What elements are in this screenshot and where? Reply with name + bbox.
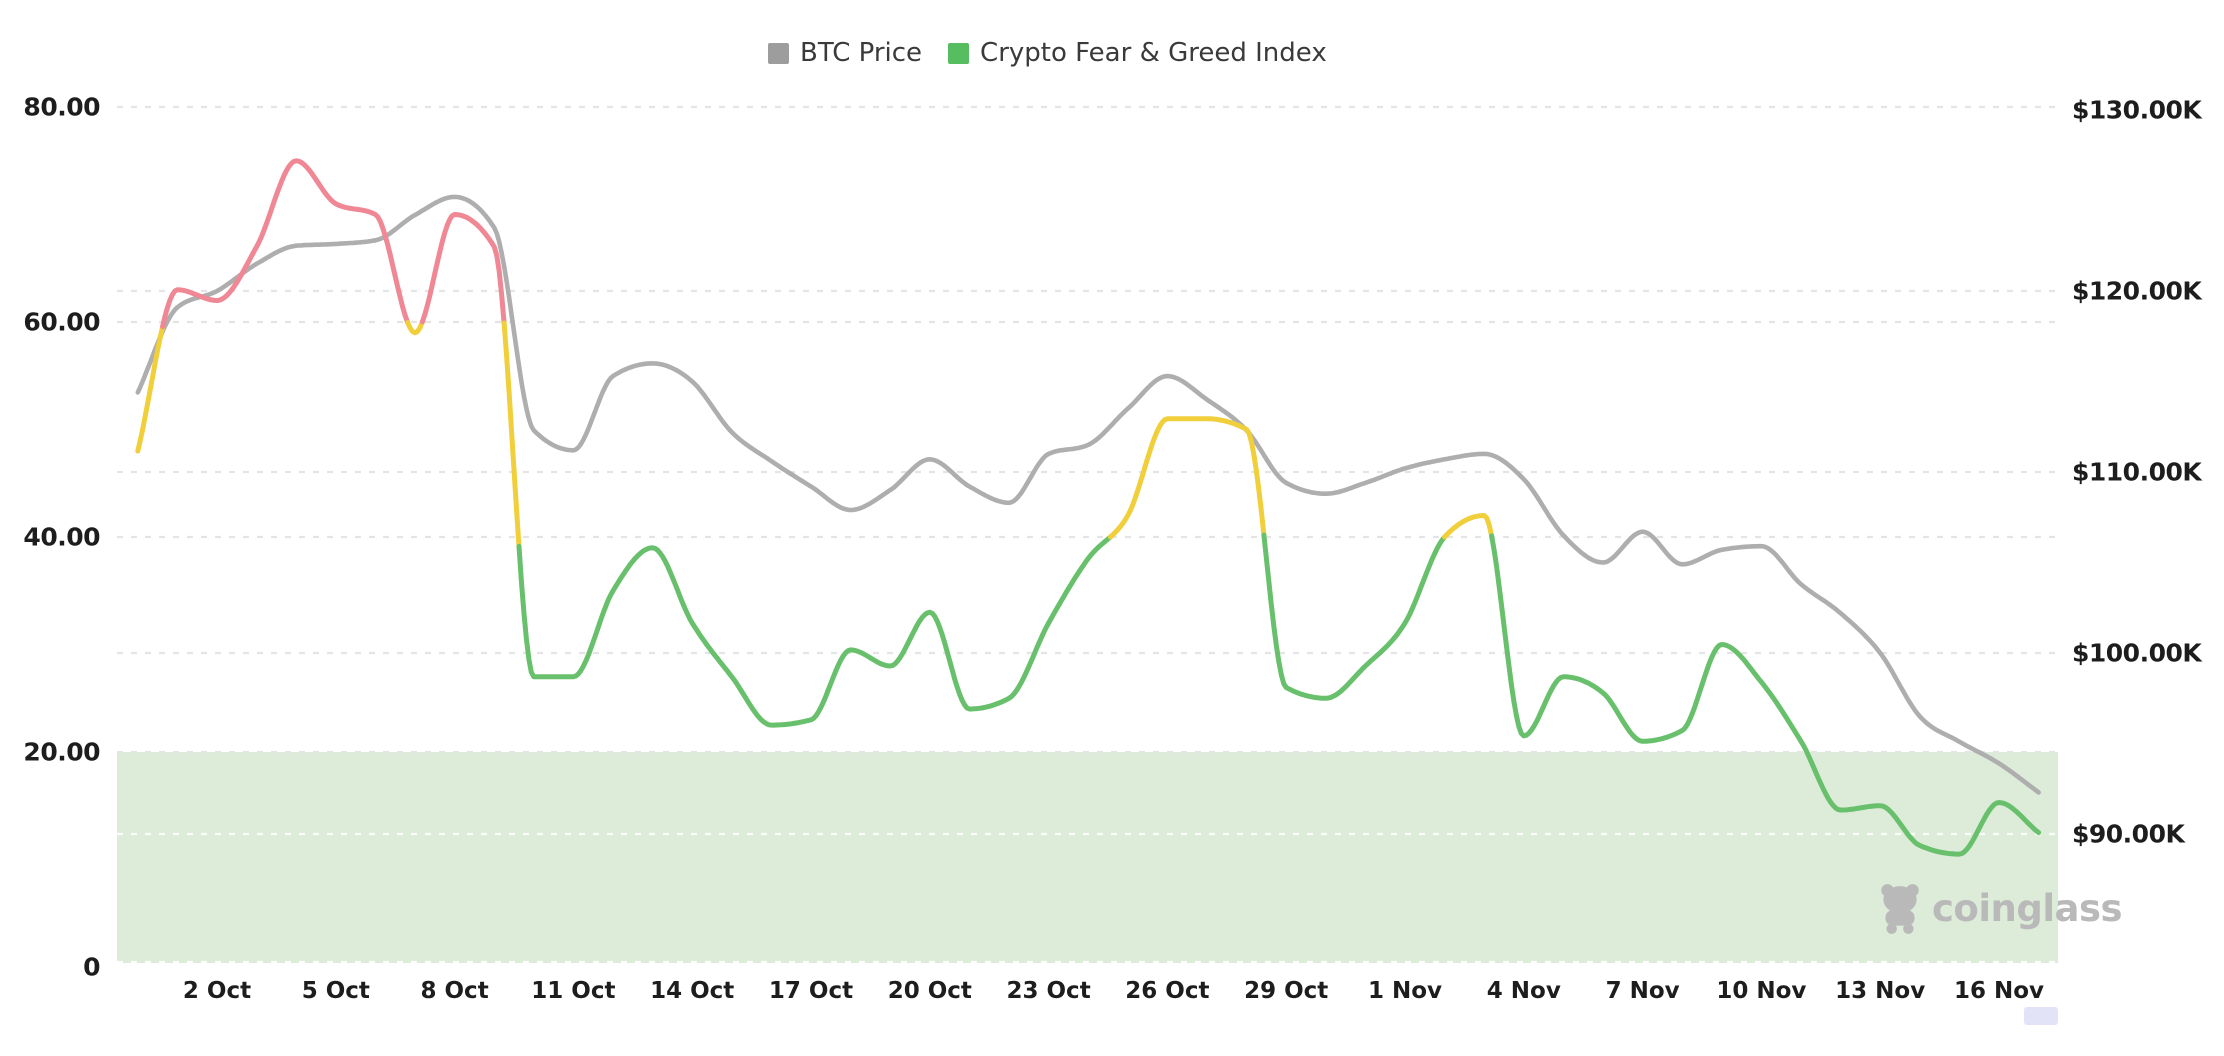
x-axis-tick-label: 1 Nov bbox=[1367, 978, 1443, 1004]
y-axis-left-tick-label: 60.00 bbox=[23, 307, 100, 337]
fear-greed-line-segment bbox=[1489, 533, 2042, 857]
fear-greed-line-segment bbox=[405, 319, 425, 336]
fear-greed-line-segment bbox=[135, 324, 166, 454]
x-axis-tick-label: 26 Oct bbox=[1125, 978, 1210, 1004]
x-axis-tick-label: 16 Nov bbox=[1953, 978, 2045, 1004]
legend: BTC Price Crypto Fear & Greed Index bbox=[768, 38, 1327, 68]
legend-item-btc-price[interactable]: BTC Price bbox=[768, 38, 922, 68]
legend-item-fear-greed[interactable]: Crypto Fear & Greed Index bbox=[948, 38, 1327, 68]
x-axis-tick-label: 5 Oct bbox=[301, 978, 370, 1004]
y-axis-right-tick-label: $120.00K bbox=[2072, 276, 2202, 306]
fear-greed-line-segment bbox=[160, 158, 411, 330]
btc-price-swatch-icon bbox=[768, 42, 789, 64]
x-axis-tick-label: 2 Oct bbox=[182, 978, 252, 1004]
y-axis-right-tick-label: $90.00K bbox=[2072, 819, 2185, 849]
x-axis-tick-label: 4 Nov bbox=[1486, 978, 1561, 1004]
fear-greed-line-segment bbox=[1261, 532, 1448, 701]
y-axis-right-tick-label: $100.00K bbox=[2072, 638, 2202, 668]
x-axis-tick-label: 23 Oct bbox=[1006, 978, 1091, 1004]
fear-greed-line-segment bbox=[419, 212, 507, 326]
btc-price-line bbox=[135, 194, 2041, 795]
fear-greed-line-segment bbox=[501, 320, 522, 549]
legend-label-fear-greed: Crypto Fear & Greed Index bbox=[980, 38, 1327, 68]
x-axis-tick-label: 8 Oct bbox=[420, 978, 489, 1004]
legend-label-btc-price: BTC Price bbox=[800, 38, 923, 68]
fear-greed-line-segment bbox=[1442, 513, 1495, 540]
x-axis-tick-label: 11 Oct bbox=[531, 978, 616, 1004]
x-axis-tick-label: 29 Oct bbox=[1244, 978, 1329, 1004]
x-axis-tick-label: 14 Oct bbox=[650, 978, 735, 1004]
fear-greed-line-segment bbox=[516, 534, 1113, 728]
y-axis-right-tick-label: $130.00K bbox=[2072, 95, 2202, 125]
fear-greed-line-segment bbox=[1108, 416, 1267, 540]
x-axis-tick-label: 17 Oct bbox=[768, 978, 854, 1004]
y-axis-left-tick-label: 0 bbox=[83, 952, 100, 982]
x-axis-tick-label: 20 Oct bbox=[887, 978, 972, 1004]
y-axis-left-tick-label: 80.00 bbox=[23, 92, 100, 122]
fear-greed-swatch-icon bbox=[948, 42, 970, 64]
fear-zone-band bbox=[117, 752, 2058, 963]
x-axis-tick-label: 10 Nov bbox=[1716, 978, 1807, 1004]
y-axis-left-tick-label: 20.00 bbox=[23, 737, 100, 767]
y-axis-left-tick-label: 40.00 bbox=[23, 522, 100, 552]
x-axis-tick-label: 7 Nov bbox=[1605, 978, 1680, 1004]
x-axis-tick-label: 13 Nov bbox=[1835, 978, 1926, 1004]
scrollbar-handle[interactable] bbox=[2024, 1007, 2058, 1025]
y-axis-right-tick-label: $110.00K bbox=[2072, 457, 2202, 487]
